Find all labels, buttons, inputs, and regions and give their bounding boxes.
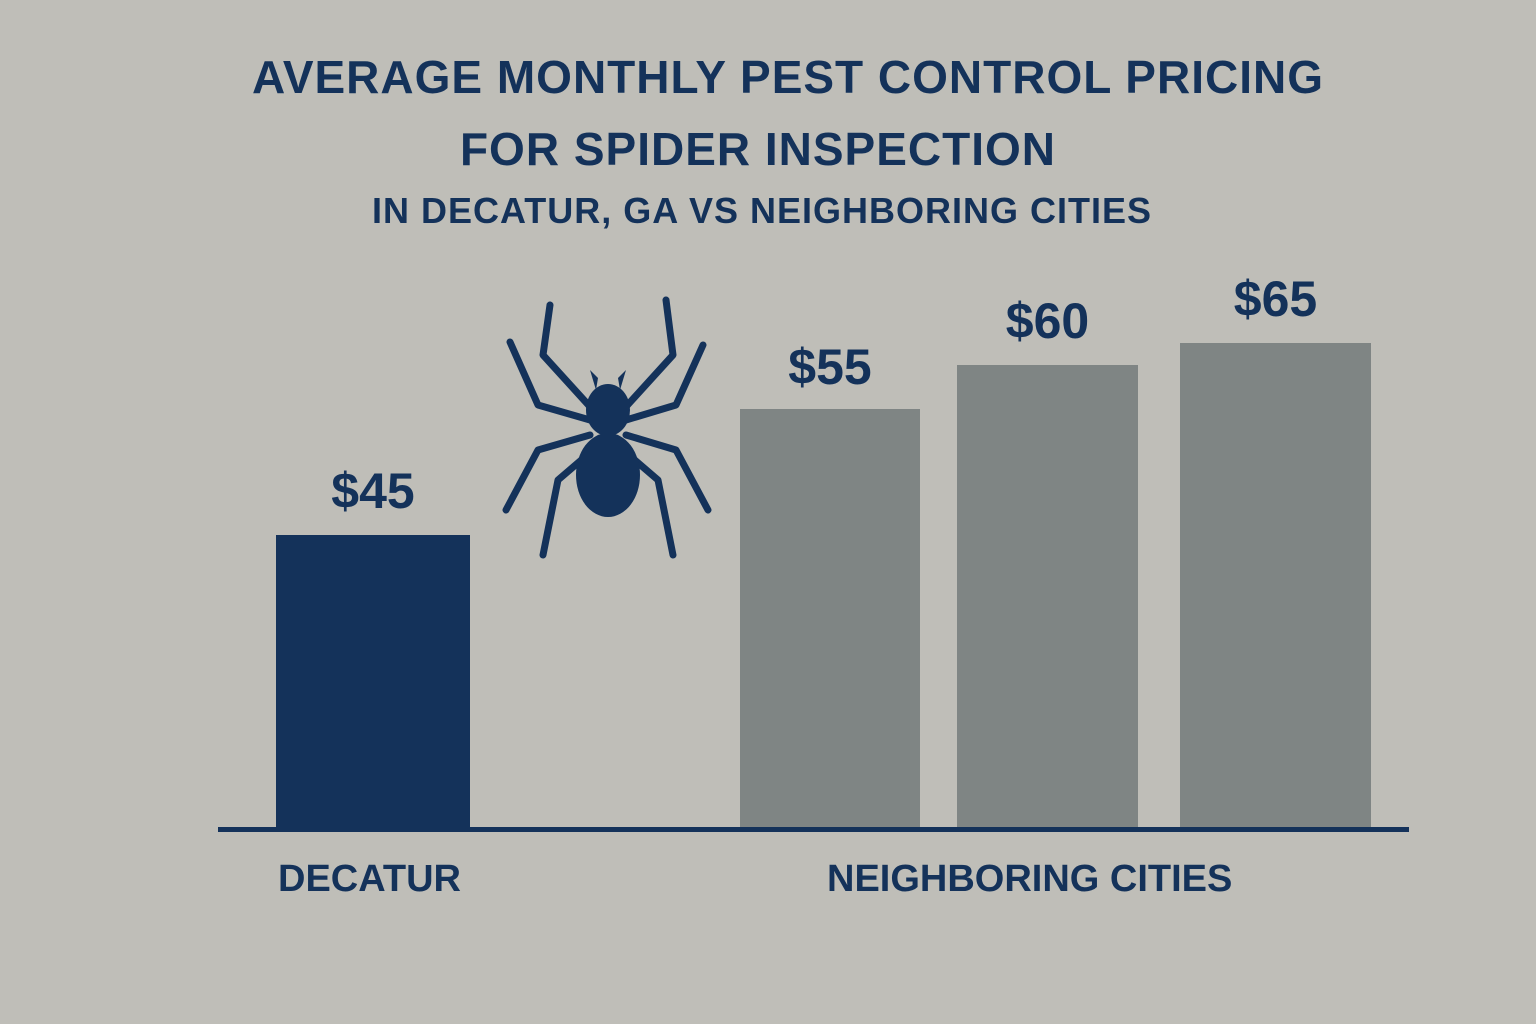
category-label-decatur: DECATUR xyxy=(278,858,461,900)
bar-neighbor-3 xyxy=(1180,343,1371,828)
chart-title-line-1: AVERAGE MONTHLY PEST CONTROL PRICING xyxy=(252,51,1324,103)
bar-decatur xyxy=(276,535,470,828)
chart-title-line-2: FOR SPIDER INSPECTION xyxy=(459,123,1057,175)
bar-neighbor-2 xyxy=(957,365,1138,828)
bar-value-neighbor-1: $55 xyxy=(788,339,872,395)
x-axis-baseline xyxy=(218,827,1409,832)
bar-value-neighbor-3: $65 xyxy=(1233,271,1318,327)
bar-neighbor-1 xyxy=(740,409,920,828)
chart-subtitle: IN DECATUR, GA VS NEIGHBORING CITIES xyxy=(371,190,1153,231)
spider-icon xyxy=(502,296,712,559)
bar-value-neighbor-2: $60 xyxy=(1005,293,1090,349)
bar-value-decatur: $45 xyxy=(331,463,415,519)
category-label-neighboring-cities: NEIGHBORING CITIES xyxy=(827,858,1233,900)
